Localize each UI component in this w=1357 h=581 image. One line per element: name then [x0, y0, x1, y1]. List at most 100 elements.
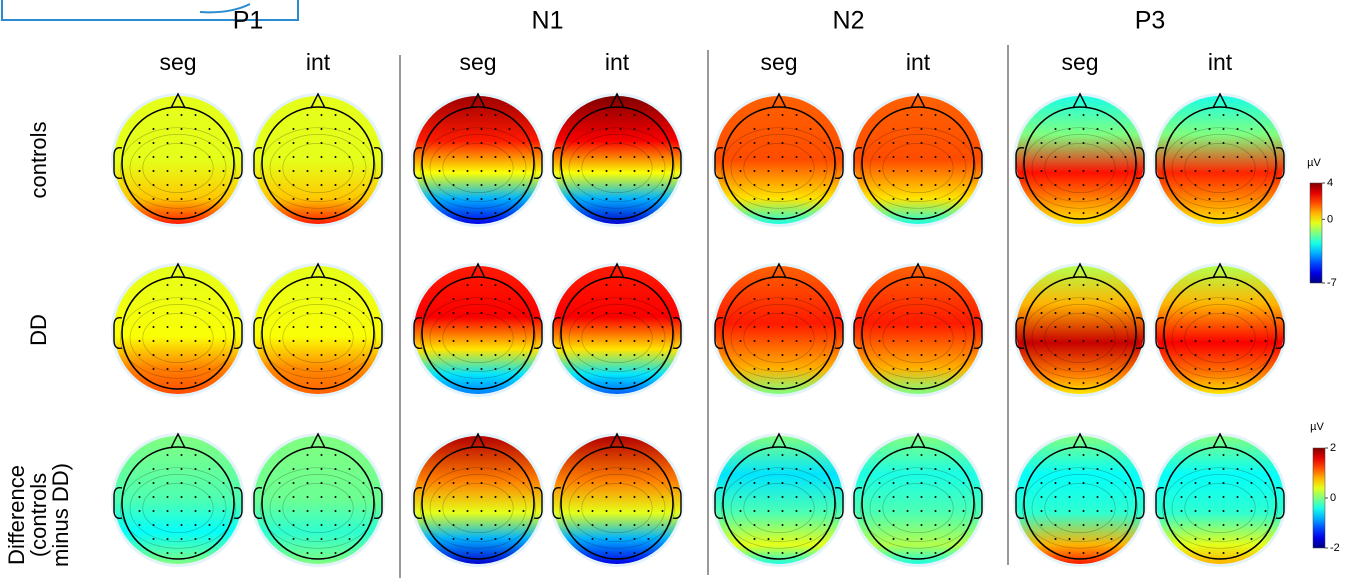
electrode: [494, 198, 497, 200]
electrode: [452, 128, 455, 130]
electrode: [1082, 552, 1085, 554]
ear: [834, 146, 844, 180]
electrode: [1068, 354, 1071, 356]
electrode: [1054, 298, 1057, 300]
electrode: [781, 496, 784, 498]
electrode: [348, 298, 351, 300]
electrode: [753, 198, 756, 200]
electrode: [362, 170, 365, 172]
electrode: [633, 552, 636, 554]
contour: [282, 313, 354, 363]
electrode: [494, 496, 497, 498]
electrode: [948, 468, 951, 470]
electrode: [1096, 156, 1099, 158]
contour: [1022, 127, 1138, 209]
electrode: [362, 142, 365, 144]
electrode: [781, 212, 784, 214]
contour: [559, 467, 675, 549]
electrode: [1082, 298, 1085, 300]
electrode: [605, 156, 608, 158]
ear: [1275, 316, 1285, 350]
electrode: [1110, 156, 1113, 158]
electrode: [892, 468, 895, 470]
component-title: P1: [233, 7, 264, 35]
electrode: [1124, 482, 1127, 484]
nose: [470, 432, 486, 449]
electrode: [494, 284, 497, 286]
electrode: [1096, 524, 1099, 526]
electrode: [334, 552, 337, 554]
contour: [260, 467, 376, 549]
electrode: [334, 496, 337, 498]
electrode: [633, 128, 636, 130]
electrode: [194, 354, 197, 356]
electrode: [1068, 156, 1071, 158]
electrode: [1082, 114, 1085, 116]
colorbar-tick-label: 4: [1327, 177, 1333, 189]
electrode: [152, 198, 155, 200]
topomap: [1013, 262, 1147, 397]
electrode: [362, 312, 365, 314]
topomap: [712, 262, 846, 397]
electrode: [906, 552, 909, 554]
contour: [743, 483, 815, 533]
electrode: [753, 524, 756, 526]
electrode: [222, 496, 225, 498]
electrode: [809, 496, 812, 498]
electrode: [362, 510, 365, 512]
electrode: [466, 538, 469, 540]
electrode: [920, 354, 923, 356]
electrode: [452, 496, 455, 498]
electrode: [823, 142, 826, 144]
topomap: [251, 262, 385, 397]
electrode: [948, 538, 951, 540]
electrode: [208, 510, 211, 512]
ear: [253, 486, 263, 520]
electrode: [1096, 326, 1099, 328]
ear: [533, 316, 543, 350]
ear: [834, 486, 844, 520]
nose: [310, 432, 326, 449]
electrode: [934, 368, 937, 370]
electrode: [605, 538, 608, 540]
electrode: [591, 142, 594, 144]
contour: [559, 127, 675, 209]
electrode: [466, 142, 469, 144]
electrode: [348, 312, 351, 314]
electrode: [1068, 212, 1071, 214]
electrode: [208, 298, 211, 300]
contour: [1184, 143, 1256, 193]
electrode: [920, 510, 923, 512]
electrode: [292, 468, 295, 470]
electrode: [1096, 128, 1099, 130]
electrode: [278, 524, 281, 526]
electrode: [194, 156, 197, 158]
electrode: [466, 552, 469, 554]
electrode: [508, 326, 511, 328]
electrode: [1194, 340, 1197, 342]
row-label: Difference: [4, 465, 29, 565]
electrode: [577, 142, 580, 144]
electrode: [334, 354, 337, 356]
ear: [1155, 486, 1165, 520]
electrode: [920, 298, 923, 300]
electrode: [753, 128, 756, 130]
topomap: [251, 432, 385, 567]
electrode: [809, 312, 812, 314]
contour: [120, 297, 236, 379]
electrode: [823, 524, 826, 526]
electrode: [480, 482, 483, 484]
electrode: [180, 340, 183, 342]
electrode: [892, 538, 895, 540]
electrode: [1222, 156, 1225, 158]
electrode: [522, 496, 525, 498]
topomap: [550, 432, 684, 567]
electrode: [934, 312, 937, 314]
electrode: [647, 142, 650, 144]
electrode: [767, 354, 770, 356]
electrode: [934, 170, 937, 172]
topomap-fill: [854, 436, 982, 564]
electrode: [438, 510, 441, 512]
electrode: [605, 298, 608, 300]
electrode: [180, 326, 183, 328]
